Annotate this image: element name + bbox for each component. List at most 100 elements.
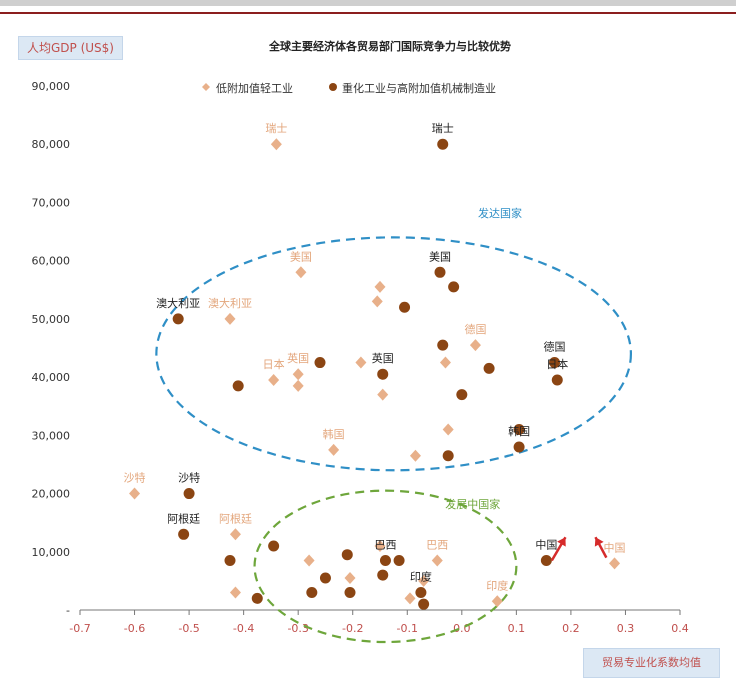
light-industry-point bbox=[491, 595, 503, 608]
developed-countries-label: 发达国家 bbox=[478, 206, 522, 220]
y-tick-label: 40,000 bbox=[32, 371, 71, 384]
heavy-industry-point bbox=[437, 138, 449, 150]
light-industry-point-label: 日本 bbox=[263, 357, 285, 371]
light-industry-point bbox=[442, 423, 454, 436]
heavy-industry-point bbox=[232, 380, 244, 392]
y-tick-label: 10,000 bbox=[32, 546, 71, 559]
light-industry-point bbox=[270, 138, 282, 151]
light-industry-point bbox=[404, 592, 416, 605]
light-industry-point-label: 瑞士 bbox=[265, 121, 287, 135]
heavy-industry-point bbox=[415, 587, 427, 599]
light-industry-point bbox=[129, 487, 141, 500]
heavy-industry-point-label: 阿根廷 bbox=[167, 511, 200, 525]
x-tick-label: -0.2 bbox=[342, 622, 363, 635]
heavy-industry-point bbox=[341, 549, 353, 561]
heavy-industry-point bbox=[319, 572, 331, 584]
x-tick-label: -0.7 bbox=[69, 622, 90, 635]
heavy-industry-point bbox=[448, 281, 460, 293]
heavy-industry-point-label: 印度 bbox=[410, 570, 432, 584]
light-industry-point bbox=[374, 280, 386, 293]
heavy-industry-point bbox=[483, 362, 495, 374]
light-industry-point bbox=[292, 379, 304, 392]
light-industry-point bbox=[371, 295, 383, 308]
heavy-industry-point bbox=[344, 587, 356, 599]
heavy-industry-point-label: 澳大利亚 bbox=[156, 296, 200, 310]
legend-marker-light-industry bbox=[202, 83, 210, 91]
heavy-industry-point bbox=[224, 555, 236, 567]
developing-countries-ellipse bbox=[253, 489, 518, 644]
developing-countries-label: 发展中国家 bbox=[445, 497, 500, 511]
y-tick-label: 80,000 bbox=[32, 138, 71, 151]
y-tick-label: 50,000 bbox=[32, 313, 71, 326]
heavy-industry-point bbox=[314, 357, 326, 369]
legend-label-light-industry: 低附加值轻工业 bbox=[216, 81, 293, 95]
heavy-industry-point bbox=[540, 555, 552, 567]
heavy-industry-point bbox=[172, 313, 184, 325]
light-industry-point bbox=[303, 554, 315, 567]
trend-arrow-head bbox=[594, 537, 604, 547]
x-tick-label: -0.3 bbox=[287, 622, 308, 635]
light-industry-point bbox=[229, 586, 241, 599]
light-industry-point-label: 巴西 bbox=[426, 539, 448, 552]
heavy-industry-point bbox=[178, 528, 190, 540]
heavy-industry-point bbox=[393, 555, 405, 567]
legend-label-heavy-industry: 重化工业与高附加值机械制造业 bbox=[342, 81, 496, 95]
heavy-industry-point bbox=[418, 598, 430, 610]
heavy-industry-point-label: 中国 bbox=[535, 539, 557, 552]
light-industry-point bbox=[328, 443, 340, 456]
heavy-industry-point-label: 巴西 bbox=[374, 539, 396, 552]
heavy-industry-point-label: 韩国 bbox=[508, 424, 530, 438]
heavy-industry-point bbox=[268, 540, 280, 552]
x-tick-label: -0.6 bbox=[124, 622, 145, 635]
header-rule bbox=[0, 0, 736, 14]
light-industry-point-label: 印度 bbox=[486, 578, 508, 592]
light-industry-point bbox=[344, 571, 356, 584]
heavy-industry-point bbox=[437, 339, 449, 351]
heavy-industry-point bbox=[251, 592, 263, 604]
light-industry-point bbox=[431, 554, 443, 567]
light-industry-point-label: 英国 bbox=[287, 351, 309, 365]
x-tick-label: 0.3 bbox=[617, 622, 635, 635]
heavy-industry-point bbox=[377, 368, 389, 380]
legend-marker-heavy-industry bbox=[329, 83, 337, 91]
heavy-industry-point bbox=[399, 301, 411, 313]
light-industry-point bbox=[229, 528, 241, 541]
heavy-industry-point bbox=[306, 587, 318, 599]
light-industry-point bbox=[374, 539, 386, 552]
light-industry-point bbox=[418, 574, 430, 587]
y-tick-label: - bbox=[66, 604, 70, 617]
heavy-industry-point bbox=[377, 569, 389, 581]
heavy-industry-point bbox=[183, 488, 195, 500]
heavy-industry-point bbox=[456, 389, 468, 401]
trend-arrow-head bbox=[557, 537, 566, 547]
light-industry-point bbox=[292, 368, 304, 381]
light-industry-point bbox=[409, 449, 421, 462]
heavy-industry-point-label: 德国 bbox=[544, 340, 566, 354]
heavy-industry-point-label: 瑞士 bbox=[432, 121, 454, 135]
y-tick-label: 60,000 bbox=[32, 255, 71, 268]
light-industry-point-label: 德国 bbox=[464, 322, 486, 336]
light-industry-point-label: 澳大利亚 bbox=[208, 296, 252, 310]
y-axis-label: 人均GDP (US$) bbox=[18, 36, 123, 60]
light-industry-point bbox=[377, 388, 389, 401]
light-industry-point-label: 阿根廷 bbox=[219, 511, 252, 525]
light-industry-point bbox=[355, 356, 367, 369]
heavy-industry-point-label: 日本 bbox=[546, 357, 568, 371]
heavy-industry-point bbox=[442, 450, 454, 462]
light-industry-point-label: 中国 bbox=[604, 541, 626, 554]
heavy-industry-point bbox=[513, 424, 525, 436]
heavy-industry-point bbox=[549, 357, 561, 369]
y-tick-label: 90,000 bbox=[32, 80, 71, 93]
x-tick-label: 0.4 bbox=[671, 622, 689, 635]
header-line bbox=[0, 12, 736, 14]
light-industry-point bbox=[224, 312, 236, 325]
light-industry-point bbox=[439, 356, 451, 369]
x-tick-label: -0.4 bbox=[233, 622, 254, 635]
x-tick-label: 0.2 bbox=[562, 622, 580, 635]
light-industry-point-label: 沙特 bbox=[124, 471, 146, 485]
header-bar bbox=[0, 0, 736, 6]
x-tick-label: -0.1 bbox=[397, 622, 418, 635]
heavy-industry-point-label: 美国 bbox=[429, 250, 451, 263]
light-industry-point bbox=[295, 266, 307, 279]
